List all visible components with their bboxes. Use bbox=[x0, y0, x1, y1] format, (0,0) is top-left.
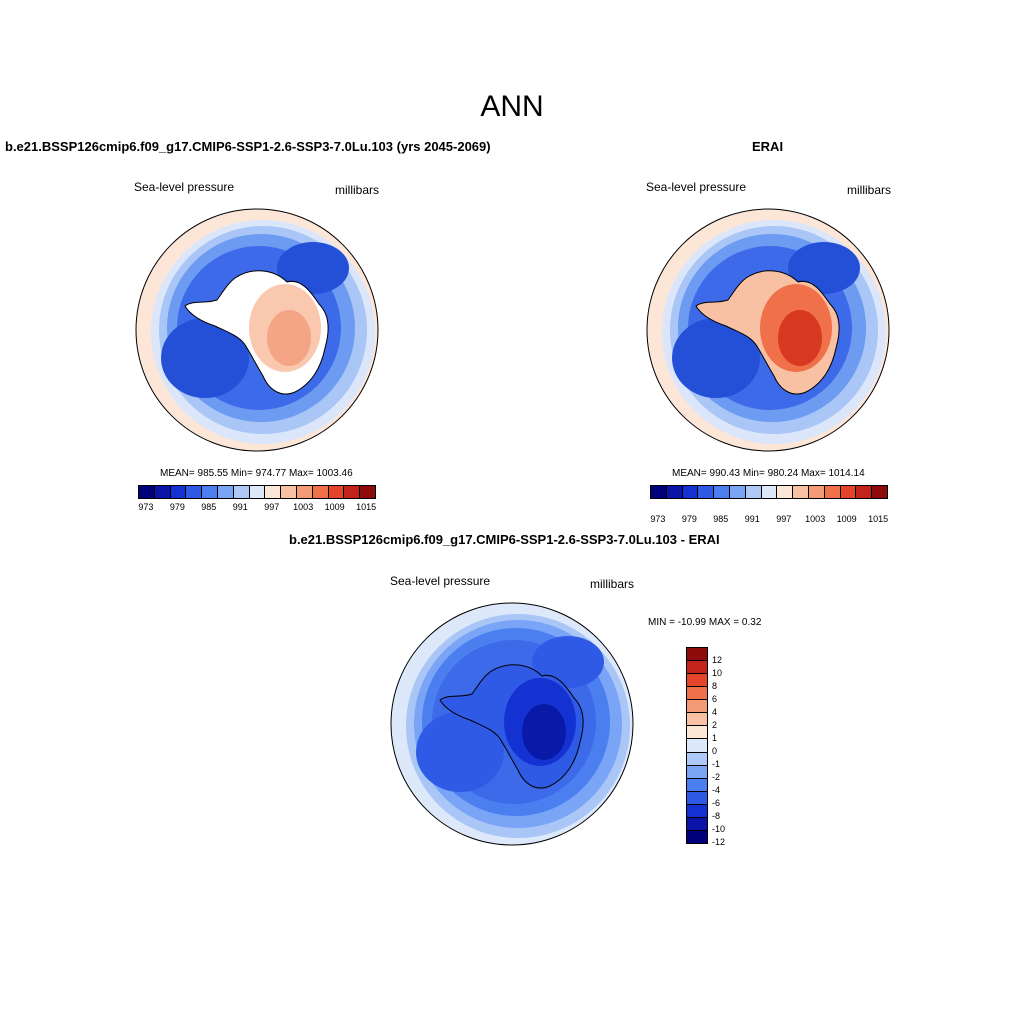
model-colorbar-swatch bbox=[170, 486, 187, 498]
model-colorbar-swatch bbox=[312, 486, 329, 498]
diff-colorbar-tick-label: -2 bbox=[712, 772, 721, 782]
obs-colorbar-tick-label: 979 bbox=[681, 514, 697, 524]
obs-polar-map bbox=[646, 208, 890, 452]
diff-colorbar-tick-label: 4 bbox=[712, 707, 718, 717]
diff-colorbar bbox=[686, 647, 708, 844]
diff-colorbar-swatch bbox=[687, 739, 707, 753]
model-colorbar-tick-label: 991 bbox=[232, 502, 248, 512]
obs-stats: MEAN= 990.43 Min= 980.24 Max= 1014.14 bbox=[672, 468, 865, 479]
diff-colorbar-tick-label: 6 bbox=[712, 694, 718, 704]
diff-colorbar-tick-label: 8 bbox=[712, 681, 718, 691]
obs-colorbar-swatch bbox=[808, 486, 825, 498]
model-colorbar bbox=[138, 485, 376, 499]
obs-colorbar-swatch bbox=[824, 486, 841, 498]
diff-colorbar-swatch bbox=[687, 765, 707, 779]
diff-variable-label: Sea-level pressure bbox=[390, 574, 491, 588]
model-units-label: millibars bbox=[335, 183, 380, 197]
model-panel-title: b.e21.BSSP126cmip6.f09_g17.CMIP6-SSP1-2.… bbox=[5, 139, 491, 154]
obs-colorbar-swatch bbox=[856, 486, 873, 498]
diff-colorbar-swatch bbox=[687, 687, 707, 701]
diff-colorbar-swatch bbox=[687, 791, 707, 805]
diff-colorbar-tick-label: -12 bbox=[712, 837, 726, 847]
diff-colorbar-swatch bbox=[687, 778, 707, 792]
obs-colorbar-swatch bbox=[666, 486, 683, 498]
model-colorbar-swatch bbox=[186, 486, 203, 498]
diff-colorbar-swatch bbox=[687, 804, 707, 818]
model-variable-label: Sea-level pressure bbox=[134, 180, 235, 194]
diff-colorbar-swatch bbox=[687, 661, 707, 675]
obs-units-label: millibars bbox=[847, 183, 892, 197]
diff-stats: MIN = -10.99 MAX = 0.32 bbox=[648, 617, 762, 628]
obs-colorbar-swatch bbox=[872, 486, 887, 498]
main-title: ANN bbox=[480, 90, 544, 123]
model-colorbar-swatch bbox=[296, 486, 313, 498]
model-colorbar-swatch bbox=[154, 486, 171, 498]
model-colorbar-tick-label: 1003 bbox=[293, 502, 314, 512]
diff-colorbar-tick-label: -10 bbox=[712, 824, 726, 834]
obs-colorbar-tick-label: 991 bbox=[744, 514, 760, 524]
diff-colorbar-tick-label: 0 bbox=[712, 746, 718, 756]
obs-colorbar-tick-label: 997 bbox=[776, 514, 792, 524]
obs-colorbar-swatch bbox=[682, 486, 699, 498]
model-colorbar-swatch bbox=[233, 486, 250, 498]
diff-colorbar-ticks: 12 10 8 6 4 2 1 0 -1 -2 -4 -6 -8 -10 -12 bbox=[712, 647, 752, 847]
diff-colorbar-tick-label: -6 bbox=[712, 798, 721, 808]
model-colorbar-swatch bbox=[360, 486, 375, 498]
obs-colorbar-tick-label: 1015 bbox=[868, 514, 889, 524]
obs-colorbar bbox=[650, 485, 888, 499]
obs-panel-title: ERAI bbox=[752, 139, 784, 154]
obs-colorbar-swatch bbox=[761, 486, 778, 498]
diff-colorbar-tick-label: -4 bbox=[712, 785, 721, 795]
model-colorbar-tick-label: 997 bbox=[264, 502, 280, 512]
diff-colorbar-tick-label: 1 bbox=[712, 733, 718, 743]
model-colorbar-swatch bbox=[265, 486, 282, 498]
obs-variable-label: Sea-level pressure bbox=[646, 180, 747, 194]
model-colorbar-swatch bbox=[328, 486, 345, 498]
diff-colorbar-swatch bbox=[687, 752, 707, 766]
model-colorbar-tick-label: 985 bbox=[201, 502, 217, 512]
diff-colorbar-swatch bbox=[687, 726, 707, 740]
obs-colorbar-ticks: 973 979 985 991 997 1003 1009 1015 bbox=[650, 514, 889, 526]
model-colorbar-swatch bbox=[202, 486, 218, 498]
obs-colorbar-swatch bbox=[745, 486, 762, 498]
model-colorbar-tick-label: 979 bbox=[169, 502, 185, 512]
obs-colorbar-tick-label: 973 bbox=[650, 514, 666, 524]
diff-colorbar-tick-label: -8 bbox=[712, 811, 721, 821]
obs-colorbar-tick-label: 1009 bbox=[836, 514, 857, 524]
model-colorbar-swatch bbox=[217, 486, 234, 498]
diff-colorbar-tick-label: 10 bbox=[712, 668, 723, 678]
diff-colorbar-tick-label: -1 bbox=[712, 759, 721, 769]
model-colorbar-swatch bbox=[249, 486, 266, 498]
obs-colorbar-swatch bbox=[729, 486, 746, 498]
model-stats: MEAN= 985.55 Min= 974.77 Max= 1003.46 bbox=[160, 468, 353, 479]
diff-colorbar-swatch bbox=[687, 830, 707, 843]
model-colorbar-ticks: 973 979 985 991 997 1003 1009 1015 bbox=[138, 502, 377, 514]
obs-colorbar-swatch bbox=[777, 486, 794, 498]
obs-colorbar-swatch bbox=[698, 486, 715, 498]
obs-colorbar-swatch bbox=[793, 486, 809, 498]
diff-units-label: millibars bbox=[590, 577, 635, 591]
model-polar-map bbox=[135, 208, 379, 452]
diff-panel-title: b.e21.BSSP126cmip6.f09_g17.CMIP6-SSP1-2.… bbox=[289, 532, 720, 547]
diff-colorbar-swatch bbox=[687, 713, 707, 727]
model-colorbar-swatch bbox=[139, 486, 155, 498]
obs-colorbar-swatch bbox=[840, 486, 857, 498]
obs-colorbar-swatch bbox=[714, 486, 730, 498]
diff-colorbar-swatch bbox=[687, 674, 707, 688]
model-colorbar-swatch bbox=[281, 486, 297, 498]
model-colorbar-tick-label: 1009 bbox=[324, 502, 345, 512]
diff-polar-map bbox=[390, 602, 634, 846]
model-colorbar-swatch bbox=[344, 486, 361, 498]
obs-colorbar-tick-label: 985 bbox=[713, 514, 729, 524]
diff-colorbar-tick-label: 12 bbox=[712, 655, 723, 665]
diff-colorbar-swatch bbox=[687, 700, 707, 714]
diff-colorbar-swatch bbox=[687, 817, 707, 831]
diff-colorbar-tick-label: 2 bbox=[712, 720, 718, 730]
model-colorbar-tick-label: 973 bbox=[138, 502, 154, 512]
obs-colorbar-tick-label: 1003 bbox=[805, 514, 826, 524]
model-colorbar-tick-label: 1015 bbox=[356, 502, 377, 512]
obs-colorbar-swatch bbox=[651, 486, 667, 498]
diff-colorbar-swatch bbox=[687, 648, 707, 662]
